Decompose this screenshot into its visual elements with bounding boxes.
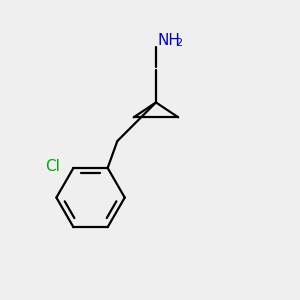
Text: NH: NH — [158, 32, 180, 47]
Text: Cl: Cl — [45, 159, 60, 174]
Text: 2: 2 — [175, 38, 182, 48]
